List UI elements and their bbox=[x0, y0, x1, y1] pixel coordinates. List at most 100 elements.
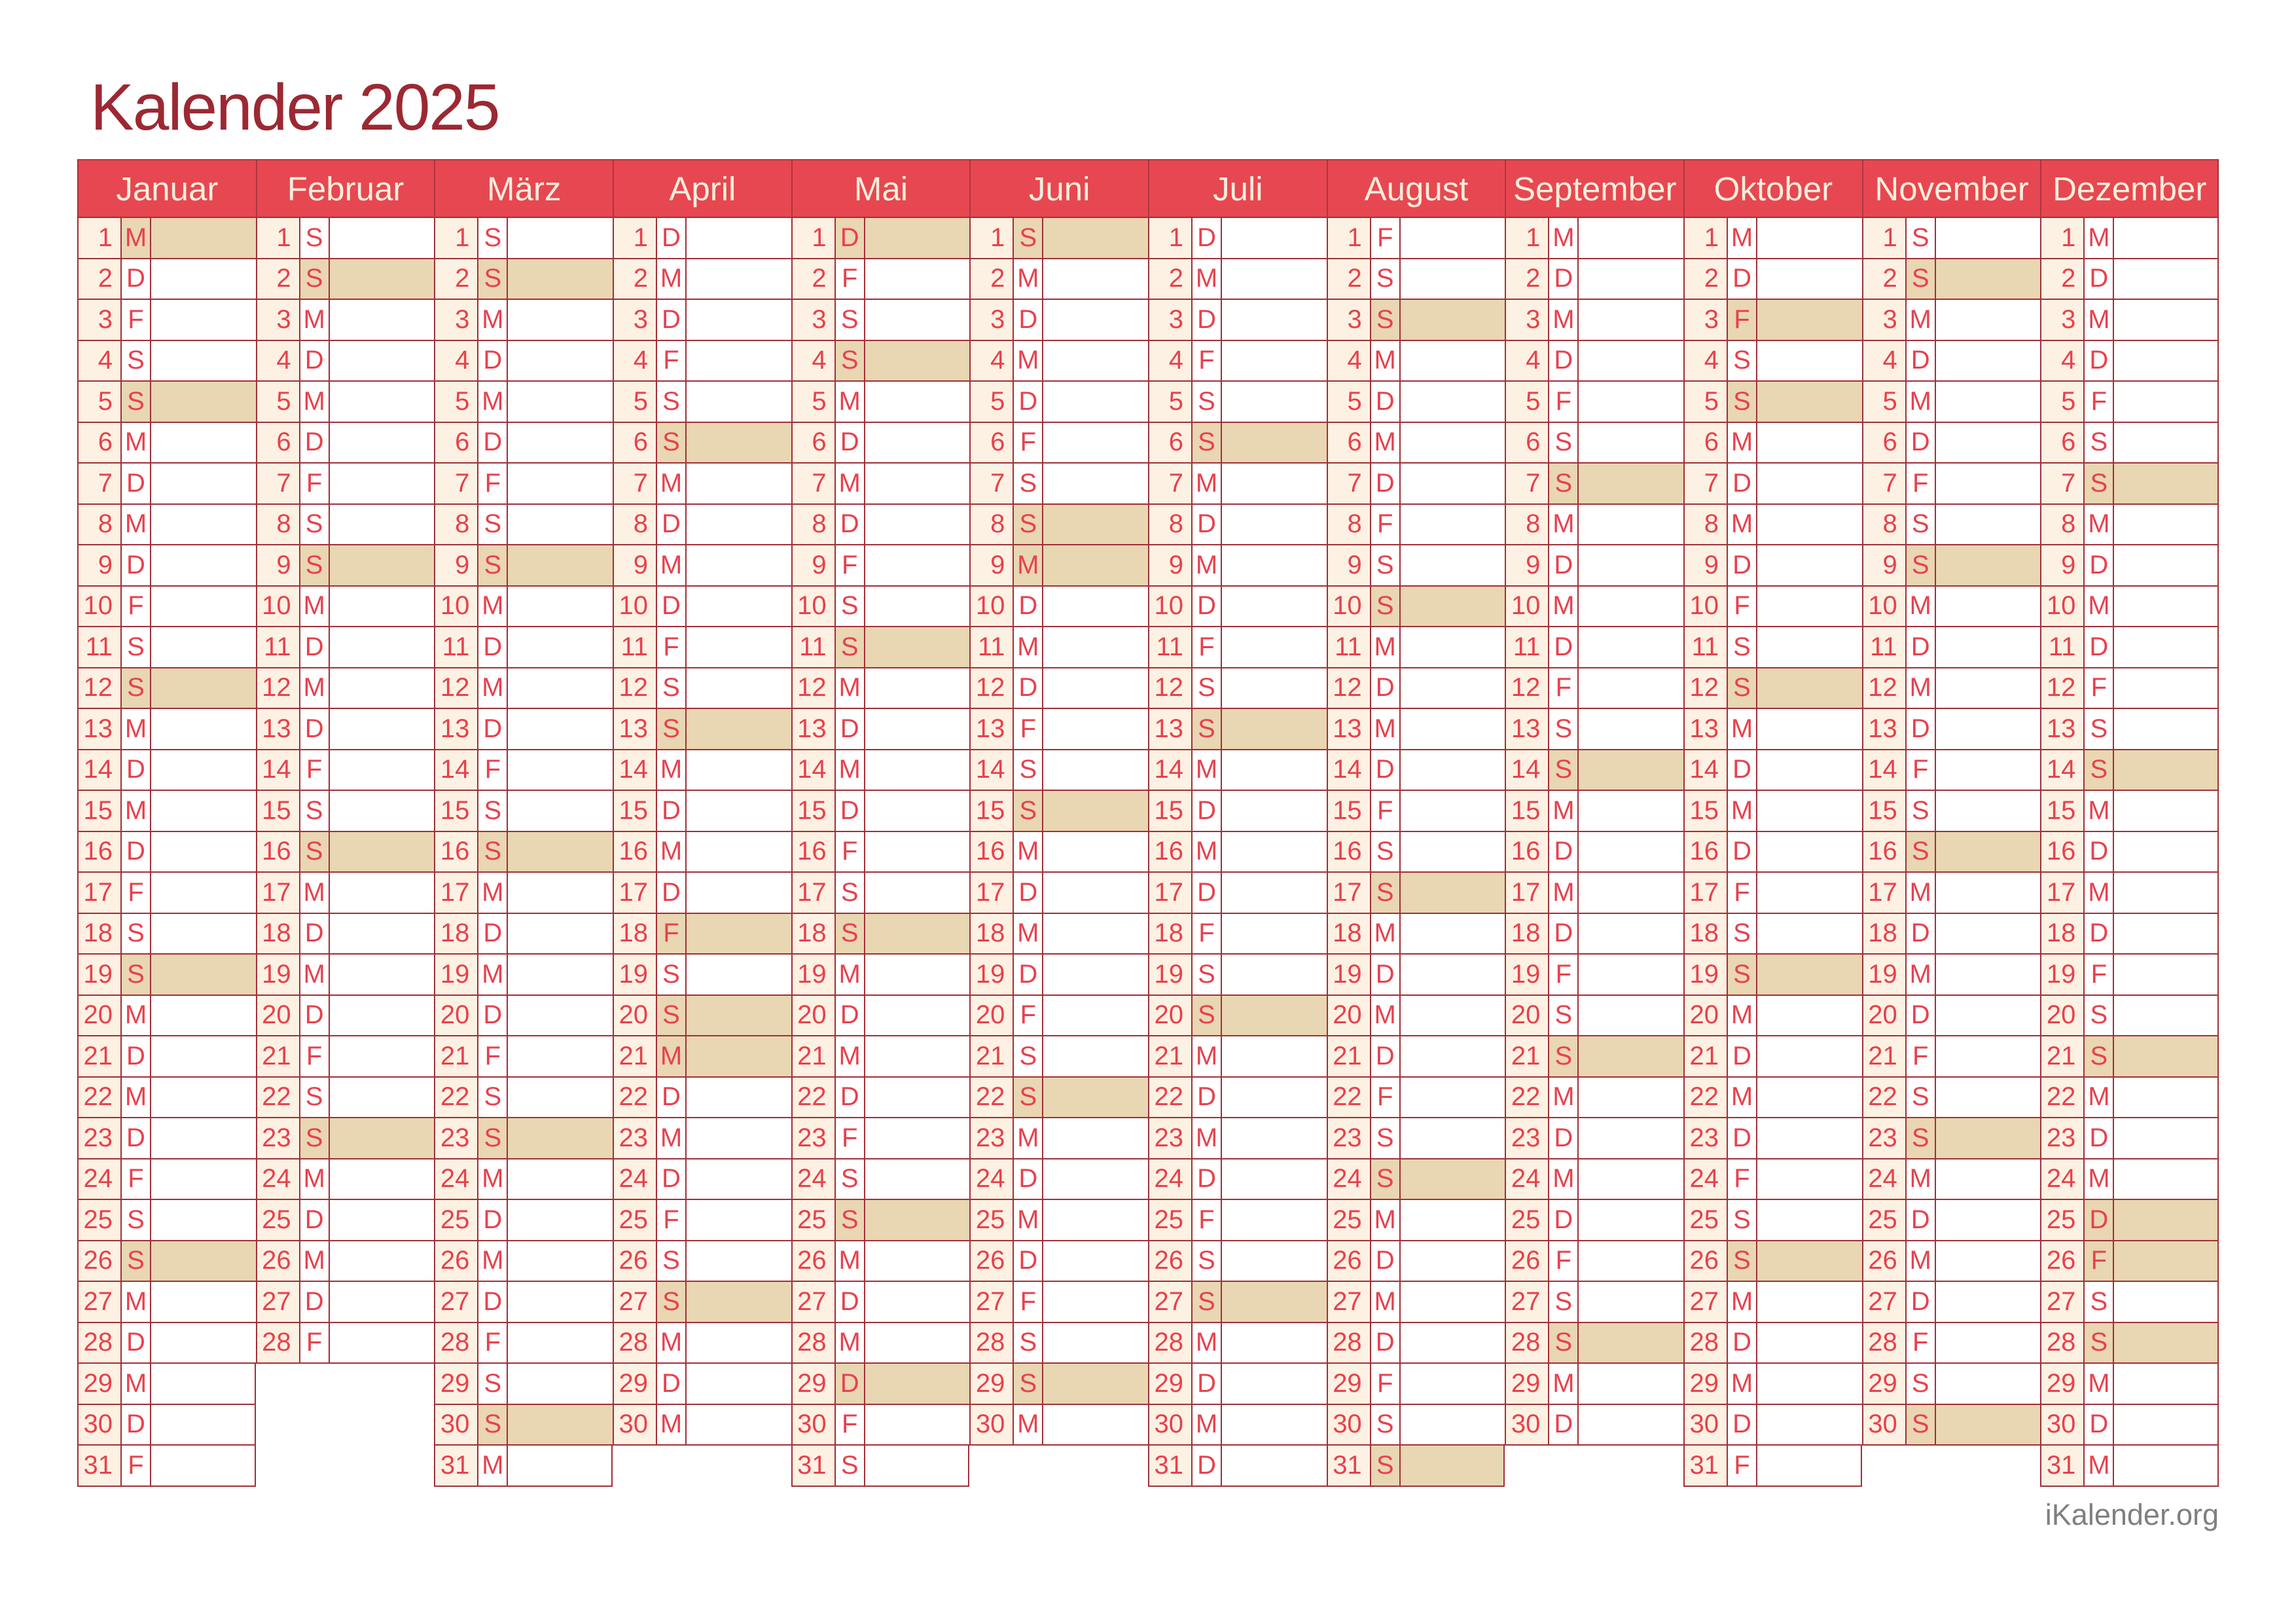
day-row: 30 D bbox=[2040, 1404, 2219, 1446]
day-note-area bbox=[328, 1036, 435, 1078]
day-row: 25 D bbox=[1861, 1200, 2041, 1241]
day-note-area bbox=[1577, 218, 1684, 259]
day-row: 28 F bbox=[255, 1322, 435, 1364]
day-row: 10 S bbox=[1326, 586, 1505, 627]
weekday-letter: S bbox=[120, 1241, 150, 1282]
day-note-area bbox=[507, 1282, 613, 1323]
day-number: 29 bbox=[434, 1364, 478, 1405]
day-number: 1 bbox=[613, 218, 656, 259]
day-note-area bbox=[328, 750, 435, 791]
day-number: 22 bbox=[1683, 1077, 1727, 1118]
day-number: 17 bbox=[1861, 873, 1905, 914]
day-number: 6 bbox=[2040, 422, 2084, 464]
weekday-letter: M bbox=[298, 873, 329, 914]
day-note-area bbox=[2113, 791, 2219, 832]
day-note-area bbox=[149, 382, 256, 423]
day-note-area bbox=[1042, 1241, 1149, 1282]
weekday-letter: D bbox=[1727, 750, 1757, 791]
day-note-area bbox=[863, 750, 970, 791]
day-number: 27 bbox=[1861, 1282, 1905, 1323]
weekday-letter: D bbox=[656, 504, 685, 545]
day-row: 13 F bbox=[969, 709, 1149, 750]
weekday-letter: S bbox=[2083, 1036, 2113, 1078]
day-row: 25 M bbox=[969, 1200, 1149, 1241]
day-note-area bbox=[1399, 259, 1505, 300]
day-number: 7 bbox=[434, 464, 478, 505]
day-number: 28 bbox=[2040, 1322, 2084, 1364]
day-row: 19 D bbox=[1326, 955, 1505, 996]
day-number: 13 bbox=[969, 709, 1013, 750]
weekday-letter: D bbox=[1191, 218, 1221, 259]
day-note-area bbox=[1577, 627, 1684, 668]
day-note-area bbox=[1756, 218, 1862, 259]
day-row: 21 F bbox=[1861, 1036, 2041, 1078]
day-number: 17 bbox=[1505, 873, 1549, 914]
weekday-letter: M bbox=[477, 668, 507, 709]
day-number: 1 bbox=[434, 218, 478, 259]
day-number: 16 bbox=[77, 831, 120, 873]
weekday-letter: F bbox=[2083, 668, 2113, 709]
day-number: 25 bbox=[77, 1200, 120, 1241]
day-note-area bbox=[1934, 545, 2041, 587]
day-number: 27 bbox=[1683, 1282, 1727, 1323]
day-note-area bbox=[1042, 1036, 1149, 1078]
day-number: 19 bbox=[1148, 955, 1192, 996]
day-number: 6 bbox=[77, 422, 120, 464]
weekday-letter: M bbox=[1013, 1118, 1043, 1159]
weekday-letter: S bbox=[1191, 422, 1221, 464]
day-note-area bbox=[507, 955, 613, 996]
weekday-letter: D bbox=[2083, 627, 2113, 668]
day-row: 12 M bbox=[434, 668, 613, 709]
day-row: 11 D bbox=[255, 627, 435, 668]
weekday-letter: F bbox=[2083, 1241, 2113, 1282]
weekday-letter: M bbox=[834, 382, 864, 423]
day-number: 12 bbox=[2040, 668, 2084, 709]
day-note-area bbox=[1934, 504, 2041, 545]
day-note-area bbox=[1577, 382, 1684, 423]
day-number: 19 bbox=[1505, 955, 1549, 996]
day-row: 17 M bbox=[2040, 873, 2219, 914]
weekday-letter: D bbox=[120, 1118, 150, 1159]
day-row: 27 F bbox=[969, 1282, 1149, 1323]
weekday-letter: F bbox=[1727, 873, 1757, 914]
day-number: 5 bbox=[1148, 382, 1192, 423]
day-number: 15 bbox=[1326, 791, 1370, 832]
weekday-letter: M bbox=[1191, 831, 1221, 873]
day-number: 2 bbox=[434, 259, 478, 300]
weekday-letter: M bbox=[1548, 791, 1578, 832]
day-number: 24 bbox=[77, 1159, 120, 1200]
weekday-letter: M bbox=[834, 1036, 864, 1078]
weekday-letter: S bbox=[1369, 873, 1399, 914]
day-row: 13 D bbox=[434, 709, 613, 750]
day-row: 29 F bbox=[1326, 1364, 1505, 1405]
day-number: 30 bbox=[1861, 1404, 1905, 1446]
day-note-area bbox=[1221, 750, 1327, 791]
day-number: 29 bbox=[2040, 1364, 2084, 1405]
weekday-letter: F bbox=[298, 464, 329, 505]
weekday-letter: D bbox=[1548, 1404, 1578, 1446]
weekday-letter: D bbox=[298, 627, 329, 668]
day-number: 12 bbox=[791, 668, 834, 709]
weekday-letter: M bbox=[2083, 1159, 2113, 1200]
day-number: 3 bbox=[1861, 300, 1905, 341]
day-note-area bbox=[863, 1282, 970, 1323]
day-number: 27 bbox=[255, 1282, 299, 1323]
weekday-letter: M bbox=[656, 1036, 685, 1078]
day-note-area bbox=[328, 1241, 435, 1282]
weekday-letter: D bbox=[1727, 545, 1757, 587]
day-row: 26 S bbox=[613, 1241, 791, 1282]
day-number: 26 bbox=[613, 1241, 656, 1282]
day-note-area bbox=[149, 1404, 256, 1446]
day-row: 13 D bbox=[791, 709, 970, 750]
day-number: 23 bbox=[434, 1118, 478, 1159]
